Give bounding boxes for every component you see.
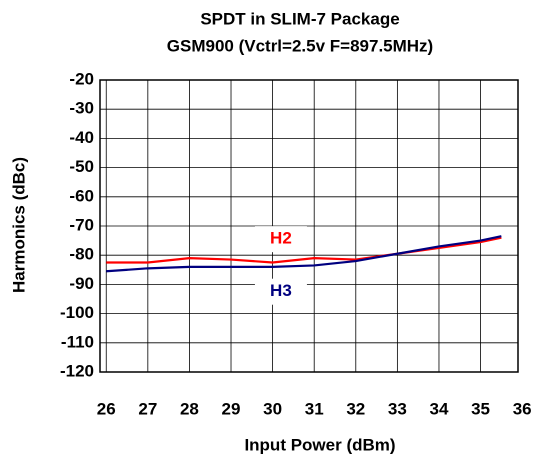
x-tick-label: 32 [346, 399, 365, 418]
legend-box [254, 278, 307, 305]
x-tick-label: 26 [97, 399, 116, 418]
y-tick-label: -20 [69, 69, 94, 88]
legend-label: H3 [270, 281, 292, 300]
x-tick-label: 34 [430, 399, 449, 418]
series-line [106, 235, 502, 273]
chart-subtitle: GSM900 (Vctrl=2.5v F=897.5MHz) [167, 36, 433, 55]
y-tick-label: -110 [61, 332, 94, 351]
series-line [106, 236, 502, 264]
x-axis-label: Input Power (dBm) [244, 435, 395, 454]
y-axis-label: Harmonics (dBc) [9, 157, 28, 293]
x-tick-label: 35 [471, 399, 490, 418]
y-tick-label: -120 [60, 361, 94, 380]
chart-title: SPDT in SLIM-7 Package [200, 9, 399, 28]
x-tick-label: 29 [222, 399, 241, 418]
legend-box [254, 226, 307, 253]
y-tick-label: -50 [69, 157, 94, 176]
x-tick-label: 31 [305, 399, 324, 418]
y-tick-label: -100 [60, 303, 94, 322]
x-tick-label: 33 [388, 399, 407, 418]
x-tick-label: 28 [180, 399, 199, 418]
y-tick-label: -30 [69, 99, 94, 118]
y-tick-label: -70 [69, 215, 94, 234]
x-tick-label: 27 [138, 399, 157, 418]
y-tick-label: -60 [69, 186, 94, 205]
y-tick-label: -90 [69, 274, 94, 293]
x-tick-label: 36 [513, 399, 532, 418]
x-tick-label: 30 [263, 399, 282, 418]
legend-label: H2 [270, 229, 292, 248]
y-tick-label: -80 [69, 245, 94, 264]
y-tick-label: -40 [69, 128, 94, 147]
